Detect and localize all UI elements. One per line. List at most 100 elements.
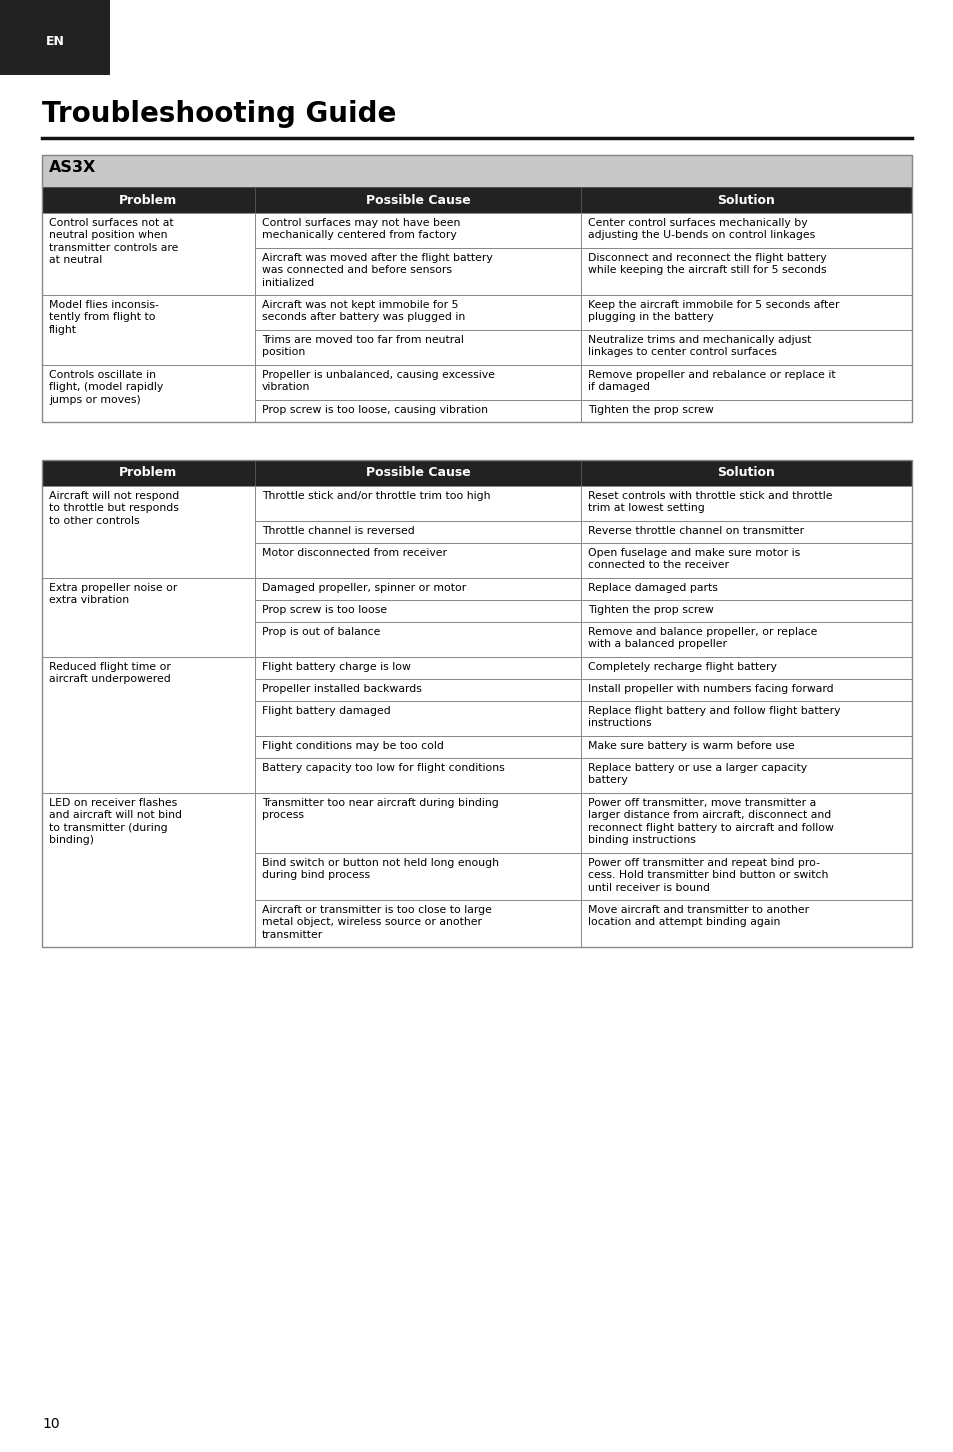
Text: LED on receiver flashes
and aircraft will not bind
to transmitter (during
bindin: LED on receiver flashes and aircraft wil… (49, 799, 182, 845)
Text: Prop is out of balance: Prop is out of balance (262, 627, 380, 637)
Bar (254, 248, 580, 295)
Text: Aircraft or transmitter is too close to large
metal object, wireless source or a: Aircraft or transmitter is too close to … (262, 905, 492, 939)
Text: Power off transmitter and repeat bind pro-
cess. Hold transmitter bind button or: Power off transmitter and repeat bind pr… (587, 858, 827, 893)
Bar (42, 460, 911, 947)
Text: Throttle channel is reversed: Throttle channel is reversed (262, 526, 415, 536)
Bar (42, 155, 911, 187)
Bar (42, 656, 254, 793)
Bar (580, 680, 911, 701)
Bar (42, 213, 254, 295)
Bar (580, 521, 911, 543)
Bar (42, 486, 254, 578)
Text: Install propeller with numbers facing forward: Install propeller with numbers facing fo… (587, 684, 833, 694)
Bar (254, 330, 580, 364)
Bar (254, 900, 580, 947)
Bar (580, 701, 911, 736)
Bar (254, 736, 580, 758)
Text: Flight battery damaged: Flight battery damaged (262, 706, 391, 716)
Bar (580, 793, 911, 852)
Bar (580, 460, 911, 486)
Text: Propeller is unbalanced, causing excessive
vibration: Propeller is unbalanced, causing excessi… (262, 370, 495, 392)
Text: Keep the aircraft immobile for 5 seconds after
plugging in the battery: Keep the aircraft immobile for 5 seconds… (587, 301, 839, 322)
Bar (580, 578, 911, 600)
Bar (254, 460, 580, 486)
Text: Damaged propeller, spinner or motor: Damaged propeller, spinner or motor (262, 584, 466, 592)
Text: Aircraft will not respond
to throttle but responds
to other controls: Aircraft will not respond to throttle bu… (49, 491, 179, 526)
Text: Solution: Solution (717, 466, 775, 479)
Bar (580, 364, 911, 399)
Text: Throttle stick and/or throttle trim too high: Throttle stick and/or throttle trim too … (262, 491, 490, 501)
Bar (580, 187, 911, 213)
Bar (580, 248, 911, 295)
Text: Reverse throttle channel on transmitter: Reverse throttle channel on transmitter (587, 526, 803, 536)
Bar (254, 701, 580, 736)
Bar (254, 852, 580, 900)
Text: Transmitter too near aircraft during binding
process: Transmitter too near aircraft during bin… (262, 799, 498, 820)
Bar (580, 656, 911, 680)
Text: Remove and balance propeller, or replace
with a balanced propeller: Remove and balance propeller, or replace… (587, 627, 817, 649)
Bar (0, 0, 110, 76)
Bar (580, 736, 911, 758)
Text: Flight battery charge is low: Flight battery charge is low (262, 662, 411, 672)
Bar (580, 543, 911, 578)
Text: EN: EN (46, 35, 65, 48)
Text: Completely recharge flight battery: Completely recharge flight battery (587, 662, 776, 672)
Bar (580, 758, 911, 793)
Bar (254, 187, 580, 213)
Text: Replace battery or use a larger capacity
battery: Replace battery or use a larger capacity… (587, 762, 806, 786)
Bar (580, 330, 911, 364)
Bar (254, 656, 580, 680)
Bar (580, 295, 911, 330)
Bar (580, 621, 911, 656)
Text: Possible Cause: Possible Cause (365, 193, 470, 206)
Text: AS3X: AS3X (49, 160, 96, 176)
Bar (254, 295, 580, 330)
Text: Remove propeller and rebalance or replace it
if damaged: Remove propeller and rebalance or replac… (587, 370, 835, 392)
Bar (580, 486, 911, 521)
Text: Power off transmitter, move transmitter a
larger distance from aircraft, disconn: Power off transmitter, move transmitter … (587, 799, 833, 845)
Text: Prop screw is too loose: Prop screw is too loose (262, 605, 387, 616)
Text: Solution: Solution (717, 193, 775, 206)
Text: Replace flight battery and follow flight battery
instructions: Replace flight battery and follow flight… (587, 706, 840, 729)
Text: Extra propeller noise or
extra vibration: Extra propeller noise or extra vibration (49, 584, 177, 605)
Text: Tighten the prop screw: Tighten the prop screw (587, 605, 713, 616)
Text: Control surfaces not at
neutral position when
transmitter controls are
at neutra: Control surfaces not at neutral position… (49, 218, 178, 266)
Bar (254, 486, 580, 521)
Text: Problem: Problem (119, 466, 177, 479)
Text: Reset controls with throttle stick and throttle
trim at lowest setting: Reset controls with throttle stick and t… (587, 491, 832, 514)
Bar (254, 680, 580, 701)
Bar (42, 578, 254, 656)
Bar (580, 399, 911, 423)
Text: Trims are moved too far from neutral
position: Trims are moved too far from neutral pos… (262, 335, 463, 357)
Text: Move aircraft and transmitter to another
location and attempt binding again: Move aircraft and transmitter to another… (587, 905, 808, 928)
Text: Make sure battery is warm before use: Make sure battery is warm before use (587, 741, 794, 751)
Bar (580, 852, 911, 900)
Bar (254, 364, 580, 399)
Text: Model flies inconsis-
tently from flight to
flight: Model flies inconsis- tently from flight… (49, 301, 159, 335)
Text: Control surfaces may not have been
mechanically centered from factory: Control surfaces may not have been mecha… (262, 218, 460, 241)
Text: Disconnect and reconnect the flight battery
while keeping the aircraft still for: Disconnect and reconnect the flight batt… (587, 253, 825, 276)
Text: Reduced flight time or
aircraft underpowered: Reduced flight time or aircraft underpow… (49, 662, 171, 684)
Bar (580, 213, 911, 248)
Bar (254, 543, 580, 578)
Text: Controls oscillate in
flight, (model rapidly
jumps or moves): Controls oscillate in flight, (model rap… (49, 370, 163, 405)
Text: Aircraft was moved after the flight battery
was connected and before sensors
ini: Aircraft was moved after the flight batt… (262, 253, 493, 287)
Text: Open fuselage and make sure motor is
connected to the receiver: Open fuselage and make sure motor is con… (587, 547, 800, 571)
Bar (580, 900, 911, 947)
Bar (254, 213, 580, 248)
Text: Flight conditions may be too cold: Flight conditions may be too cold (262, 741, 443, 751)
Bar (254, 758, 580, 793)
Text: Replace damaged parts: Replace damaged parts (587, 584, 717, 592)
Text: Motor disconnected from receiver: Motor disconnected from receiver (262, 547, 447, 558)
Text: 10: 10 (42, 1417, 59, 1432)
Bar (580, 600, 911, 621)
Bar (254, 399, 580, 423)
Text: Center control surfaces mechanically by
adjusting the U-bends on control linkage: Center control surfaces mechanically by … (587, 218, 815, 241)
Bar (42, 187, 254, 213)
Bar (42, 295, 254, 364)
Bar (254, 578, 580, 600)
Text: Bind switch or button not held long enough
during bind process: Bind switch or button not held long enou… (262, 858, 498, 880)
Bar (254, 600, 580, 621)
Bar (254, 793, 580, 852)
Bar (42, 364, 254, 423)
